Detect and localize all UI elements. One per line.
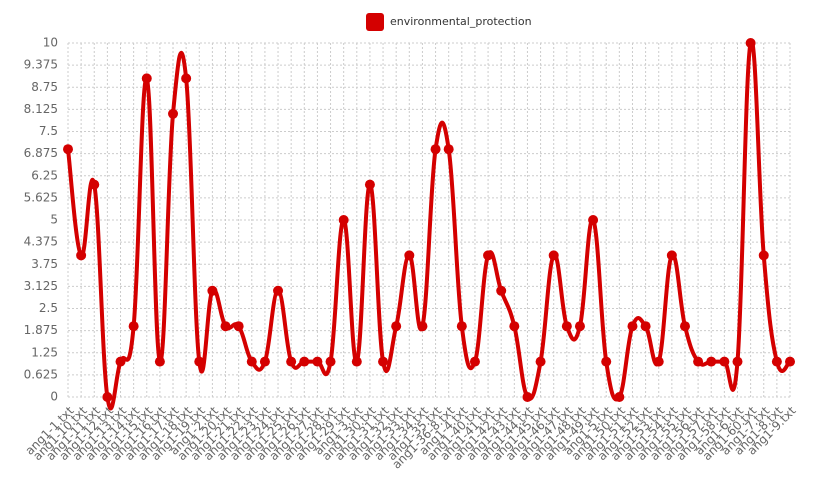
point <box>63 144 73 155</box>
series-line <box>66 39 792 411</box>
point <box>771 356 782 367</box>
point <box>745 38 756 48</box>
point <box>443 144 454 155</box>
point <box>785 356 795 367</box>
point <box>430 144 441 155</box>
point <box>259 356 270 367</box>
y-tick-label: 4.375 <box>24 235 58 249</box>
point <box>181 73 192 84</box>
point <box>679 321 690 332</box>
point <box>338 215 349 225</box>
point <box>76 250 87 261</box>
point <box>102 392 113 402</box>
y-tick-label: 5 <box>50 213 58 227</box>
y-tick-label: 5.625 <box>24 190 58 204</box>
point <box>417 321 428 332</box>
point <box>115 356 126 367</box>
y-tick-label: 6.25 <box>31 168 58 182</box>
point <box>561 321 572 332</box>
point <box>351 356 362 367</box>
point <box>168 108 179 119</box>
y-tick-label: 7.5 <box>39 124 58 138</box>
y-tick-label: 0.625 <box>24 367 58 381</box>
y-tick-label: 3.75 <box>31 257 58 271</box>
point <box>128 321 139 332</box>
point <box>548 250 559 261</box>
point <box>496 285 507 296</box>
point <box>89 179 100 190</box>
point <box>758 250 769 261</box>
point <box>364 179 375 190</box>
point <box>391 321 402 332</box>
point <box>693 356 704 367</box>
point <box>246 356 257 367</box>
y-tick-label: 1.25 <box>31 345 58 359</box>
y-tick-label: 8.125 <box>24 102 58 116</box>
y-tick-label: 9.375 <box>24 58 58 72</box>
point <box>509 321 520 332</box>
y-tick-label: 1.875 <box>24 323 58 337</box>
y-tick-label: 6.875 <box>24 146 58 160</box>
legend-swatch <box>366 13 384 31</box>
point <box>483 250 494 261</box>
point <box>194 356 205 367</box>
point <box>154 356 165 367</box>
point <box>286 356 297 367</box>
point <box>312 356 323 367</box>
point <box>653 356 664 367</box>
point <box>207 285 218 296</box>
point <box>666 250 677 261</box>
point <box>640 321 651 332</box>
y-tick-label: 2.5 <box>39 301 58 315</box>
point <box>706 356 717 367</box>
point <box>456 321 467 332</box>
y-tick-label: 8.75 <box>31 80 58 94</box>
point <box>588 215 599 225</box>
point <box>378 356 389 367</box>
point <box>601 356 612 367</box>
point <box>732 356 743 367</box>
y-tick-label: 10 <box>43 36 58 50</box>
legend-label: environmental_protection <box>390 15 532 28</box>
point <box>404 250 415 261</box>
point <box>522 392 533 402</box>
point <box>535 356 546 367</box>
point <box>220 321 231 332</box>
point <box>469 356 480 367</box>
point <box>627 321 638 332</box>
point <box>141 73 152 84</box>
point <box>299 356 310 367</box>
point <box>273 285 284 296</box>
point <box>719 356 730 367</box>
point <box>233 321 244 332</box>
y-tick-label: 3.125 <box>24 279 58 293</box>
point <box>574 321 585 332</box>
y-tick-label: 0 <box>50 390 58 404</box>
point <box>614 392 625 402</box>
point <box>325 356 336 367</box>
